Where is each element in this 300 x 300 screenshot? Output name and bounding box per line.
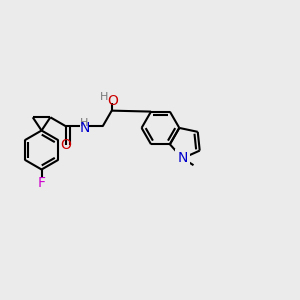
Text: H: H	[100, 92, 108, 102]
Text: N: N	[79, 121, 90, 135]
Text: F: F	[38, 176, 46, 190]
Text: O: O	[60, 138, 71, 152]
Text: N: N	[177, 151, 188, 165]
Text: O: O	[107, 94, 118, 108]
Text: H: H	[80, 118, 88, 128]
